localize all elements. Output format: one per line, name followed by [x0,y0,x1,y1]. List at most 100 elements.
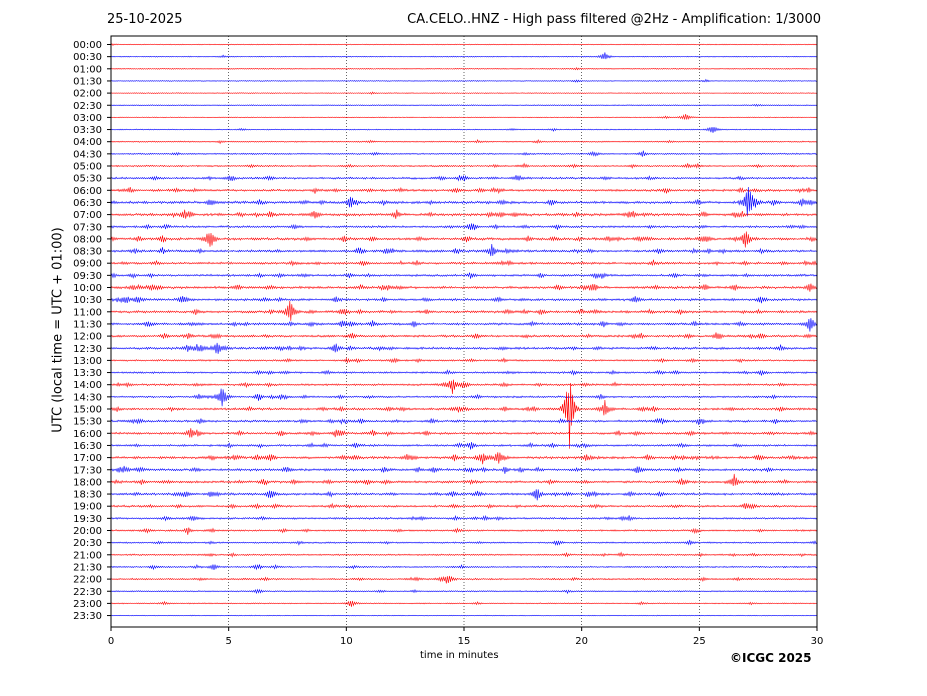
trace-row-2030 [110,539,818,546]
trace-row-2130 [110,563,818,571]
y-tick-label: 17:00 [73,453,102,464]
y-tick-label: 10:00 [73,283,102,294]
trace-row-0330 [110,126,818,133]
y-tick-label: 20:30 [73,538,102,549]
trace-row-1100 [110,300,818,321]
y-tick-label: 09:30 [73,271,102,282]
trace-row-2230 [110,588,818,595]
y-tick-label: 15:00 [73,405,102,416]
chart-title: CA.CELO..HNZ - High pass filtered @2Hz -… [407,12,821,27]
y-tick-label: 03:00 [73,113,102,124]
trace-row-1330 [110,369,818,376]
trace-row-1530 [110,417,818,425]
y-tick-label: 13:30 [73,368,102,379]
x-tick-label: 30 [811,636,824,647]
trace-row-1000 [110,283,818,292]
trace-row-1830 [110,489,818,501]
y-tick-label: 16:00 [73,429,102,440]
y-tick-label: 05:00 [73,162,102,173]
trace-row-2000 [110,527,818,535]
y-tick-label: 13:00 [73,356,102,367]
y-tick-label: 04:00 [73,137,102,148]
grid-lines [228,36,700,627]
trace-row-0100 [110,67,818,71]
seismic-traces [110,43,818,617]
y-tick-label: 02:00 [73,89,102,100]
y-tick-label: 18:30 [73,490,102,501]
trace-row-2300 [110,600,818,607]
trace-row-0230 [110,103,818,107]
trace-row-1600 [110,428,818,438]
trace-row-0730 [110,223,818,231]
x-tick-label: 5 [225,636,231,647]
trace-row-0430 [110,150,818,157]
trace-row-0200 [110,91,818,95]
trace-row-0030 [110,52,818,60]
y-tick-label: 23:00 [73,599,102,610]
y-tick-label: 00:00 [73,40,102,51]
y-tick-label: 06:30 [73,198,102,209]
trace-row-1300 [110,357,818,364]
trace-row-0300 [110,113,818,120]
y-tick-label: 12:00 [73,332,102,343]
plot-frame [110,35,818,628]
x-tick-labels: 0 5 10 15 20 25 30 [108,627,824,647]
y-tick-label: 16:30 [73,441,102,452]
y-tick-label: 01:00 [73,64,102,75]
y-tick-label: 19:30 [73,514,102,525]
trace-row-0000 [110,43,818,46]
y-tick-label: 21:00 [73,550,102,561]
y-tick-label: 03:30 [73,125,102,136]
trace-row-0830 [110,243,818,257]
y-tick-label: 10:30 [73,295,102,306]
trace-row-1430 [110,388,818,407]
trace-row-0630 [110,186,818,217]
chart-date: 25-10-2025 [107,12,183,27]
y-tick-label: 07:00 [73,210,102,221]
y-tick-label: 11:30 [73,319,102,330]
y-tick-label: 04:30 [73,149,102,160]
y-tick-label: 15:30 [73,417,102,428]
y-tick-label: 21:30 [73,562,102,573]
y-tick-label: 14:30 [73,392,102,403]
x-tick-label: 25 [693,636,706,647]
y-tick-label: 07:30 [73,222,102,233]
x-axis-label: time in minutes [420,650,499,661]
y-tick-label: 05:30 [73,174,102,185]
y-tick-label: 20:00 [73,526,102,537]
y-tick-label: 08:00 [73,234,102,245]
trace-row-2200 [110,575,818,584]
trace-row-2100 [110,551,818,558]
trace-row-0900 [110,259,818,267]
y-tick-label: 22:30 [73,587,102,598]
y-tick-label: 23:30 [73,611,102,622]
y-tick-label: 17:30 [73,465,102,476]
y-axis-label: UTC (local time = UTC + 01:00) [50,227,66,433]
y-tick-label: 02:30 [73,101,102,112]
copyright-text: ©ICGC 2025 [730,651,812,665]
trace-row-0800 [110,231,818,248]
x-tick-label: 15 [458,636,471,647]
y-tick-label: 18:00 [73,477,102,488]
trace-row-1730 [110,465,818,474]
y-tick-label: 22:00 [73,575,102,586]
trace-row-0530 [110,174,818,182]
y-tick-label: 06:00 [73,186,102,197]
y-tick-label: 01:30 [73,76,102,87]
trace-row-0930 [110,272,818,279]
trace-row-1700 [110,452,818,465]
y-tick-label: 12:30 [73,344,102,355]
trace-row-0500 [110,162,818,169]
trace-row-1930 [110,514,818,522]
trace-row-0130 [110,78,818,83]
trace-row-1130 [110,318,818,332]
trace-row-1500 [110,382,818,449]
trace-row-1800 [110,473,818,487]
trace-row-2330 [110,614,818,617]
y-tick-label: 09:00 [73,259,102,270]
trace-row-0700 [110,209,818,219]
y-tick-label: 00:30 [73,52,102,63]
x-tick-label: 0 [108,636,114,647]
